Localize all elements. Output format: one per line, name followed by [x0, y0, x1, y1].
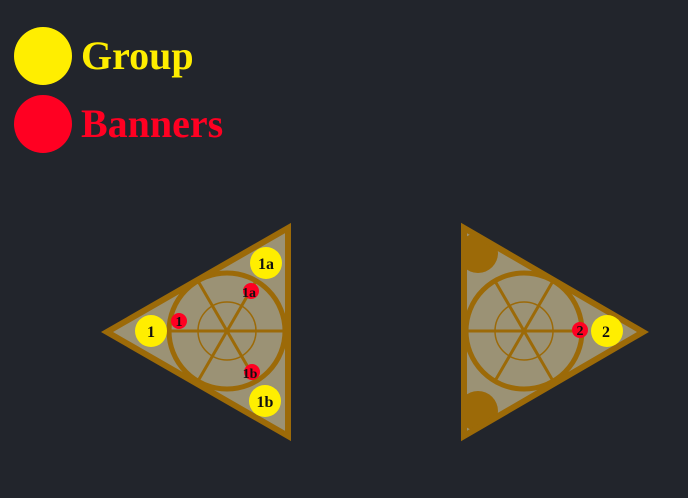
legend-banners-row: Banners: [14, 90, 223, 158]
group-marker-1: 1: [135, 315, 167, 347]
legend: Group Banners: [14, 22, 223, 158]
banner-marker-1-label: 1: [176, 315, 183, 330]
banner-marker-1b: 1b: [243, 364, 260, 382]
banner-marker-2-label: 2: [577, 324, 584, 339]
group-marker-2-label: 2: [602, 324, 610, 341]
left-arena: [100, 222, 291, 442]
banner-marker-2: 2: [572, 322, 588, 339]
group-marker-1b: 1b: [249, 385, 281, 417]
group-marker-2: 2: [591, 315, 623, 347]
group-marker-1b-label: 1b: [257, 394, 274, 411]
legend-group-row: Group: [14, 22, 223, 90]
group-marker-1a-label: 1a: [258, 256, 274, 273]
group-marker-1a: 1a: [250, 247, 282, 279]
legend-group-label: Group: [81, 33, 194, 78]
left-arena-border: [100, 222, 291, 442]
banner-swatch-icon: [14, 95, 72, 153]
banner-marker-1a-label: 1a: [242, 286, 256, 301]
banner-marker-1: 1: [171, 313, 187, 330]
group-swatch-icon: [14, 27, 72, 85]
banner-marker-1b-label: 1b: [243, 367, 258, 382]
banner-marker-1a: 1a: [242, 283, 259, 301]
right-arena: [461, 222, 649, 442]
right-arena-border: [461, 222, 649, 442]
legend-banners-label: Banners: [81, 101, 224, 146]
group-marker-1-label: 1: [147, 324, 155, 341]
